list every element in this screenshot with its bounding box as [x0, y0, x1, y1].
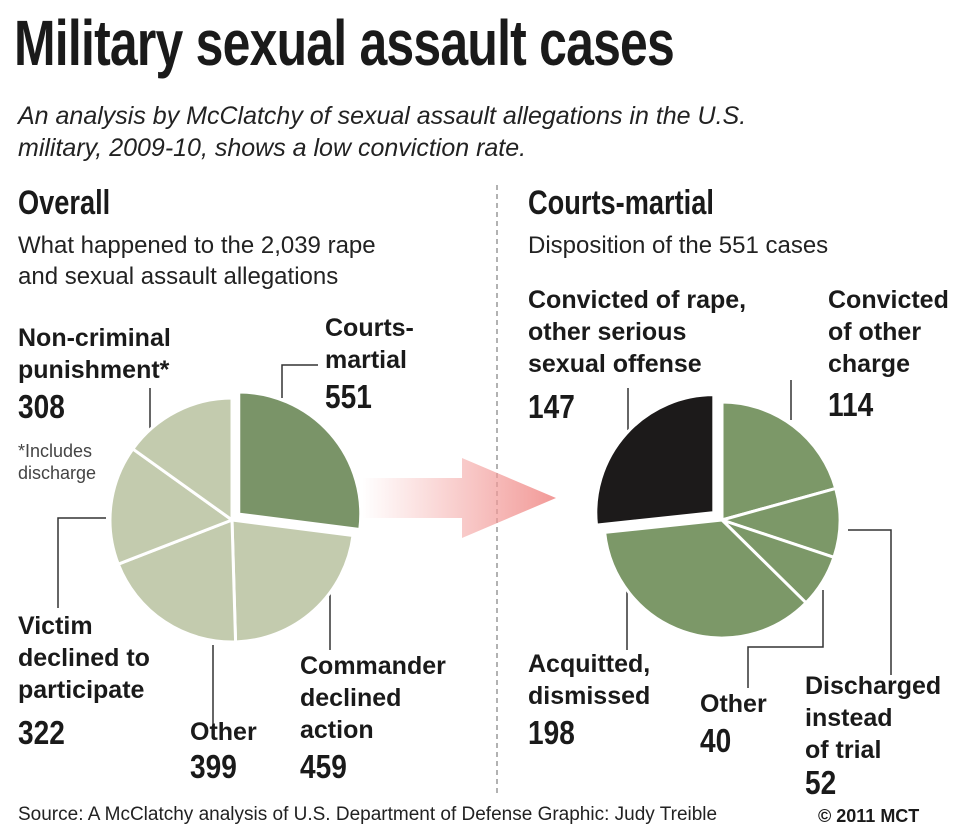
pie-slice-convicted-of-rape-other-serious-sexual-offense: [594, 393, 716, 527]
label-other-right: Other: [700, 690, 767, 718]
label-line: sexual offense: [528, 350, 702, 378]
label-victim: Victim declined to participate: [18, 610, 150, 706]
leader-other-right: [747, 590, 824, 688]
label-line: of other: [828, 318, 922, 346]
label-line: Commander: [300, 652, 446, 680]
label-line: Victim: [18, 612, 93, 640]
label-line: dismissed: [528, 682, 651, 710]
value-other-right: 40: [700, 722, 732, 759]
value-discharged: 52: [805, 764, 837, 801]
label-line: declined to: [18, 644, 150, 672]
courts-martial-description: Disposition of the 551 cases: [528, 232, 829, 259]
label-line: participate: [18, 676, 145, 704]
pie-slice-victim-declined-to-participate: [108, 446, 236, 567]
courts-martial-pie: [594, 393, 842, 640]
value-non-criminal: 308: [18, 388, 65, 425]
overall-description: What happened to the 2,039 rape and sexu…: [18, 230, 376, 292]
label-courts-martial: Courts- martial: [325, 312, 414, 376]
label-other-left: Other: [190, 718, 257, 746]
subtitle-line: An analysis by McClatchy of sexual assau…: [18, 102, 747, 130]
footnote-line: discharge: [18, 463, 97, 483]
leader-courts-martial: [281, 364, 318, 398]
page-title: Military sexual assault cases: [14, 7, 675, 79]
overall-pie: [108, 390, 363, 644]
source-credit: Source: A McClatchy analysis of U.S. Dep…: [18, 804, 718, 825]
value-convicted-other: 114: [828, 386, 874, 423]
desc-line: and sexual assault allegations: [18, 263, 339, 290]
label-line: punishment*: [18, 356, 170, 384]
label-line: of trial: [805, 736, 882, 764]
courts-martial-heading: Courts-martial: [528, 184, 714, 222]
label-line: Convicted of rape,: [528, 286, 747, 314]
label-line: other serious: [528, 318, 687, 346]
value-convicted-rape: 147: [528, 388, 575, 425]
label-line: martial: [325, 346, 407, 374]
label-convicted-rape: Convicted of rape, other serious sexual …: [528, 284, 746, 380]
pie-slice-courts-martial: [237, 390, 363, 532]
subtitle-line: military, 2009-10, shows a low convictio…: [18, 134, 527, 162]
label-line: Discharged: [805, 672, 942, 700]
label-line: declined: [300, 684, 402, 712]
value-courts-martial: 551: [325, 378, 372, 415]
label-commander: Commander declined action: [300, 650, 446, 746]
label-convicted-other: Convicted of other charge: [828, 284, 949, 380]
pie-slice-convicted-of-other-charge: [720, 400, 838, 522]
value-acquitted: 198: [528, 714, 575, 751]
label-line: Courts-: [325, 314, 414, 342]
label-line: Convicted: [828, 286, 949, 314]
label-line: Non-criminal: [18, 324, 171, 352]
copyright: © 2011 MCT: [818, 806, 920, 826]
footnote: *Includes discharge: [18, 440, 96, 484]
value-victim: 322: [18, 714, 65, 751]
pie-slice-non-criminal-punishment: [130, 396, 234, 523]
desc-line: What happened to the 2,039 rape: [18, 232, 376, 259]
footnote-line: *Includes: [18, 441, 93, 461]
pie-slice-other: [116, 517, 238, 644]
leader-discharged: [848, 529, 892, 675]
label-non-criminal: Non-criminal punishment*: [18, 322, 171, 386]
overall-heading: Overall: [18, 184, 111, 222]
pie-slice-commander-declined-action: [230, 518, 355, 644]
label-line: action: [300, 716, 374, 744]
label-acquitted: Acquitted, dismissed: [528, 648, 650, 712]
label-discharged: Discharged instead of trial: [805, 670, 941, 766]
leader-victim: [57, 517, 106, 608]
subtitle: An analysis by McClatchy of sexual assau…: [18, 100, 746, 164]
label-line: Acquitted,: [528, 650, 651, 678]
label-line: charge: [828, 350, 910, 378]
value-commander: 459: [300, 748, 347, 785]
pie-slice-acquitted-dismissed: [603, 518, 809, 640]
flow-arrow: [362, 458, 556, 538]
label-line: instead: [805, 704, 893, 732]
value-other-left: 399: [190, 748, 237, 785]
